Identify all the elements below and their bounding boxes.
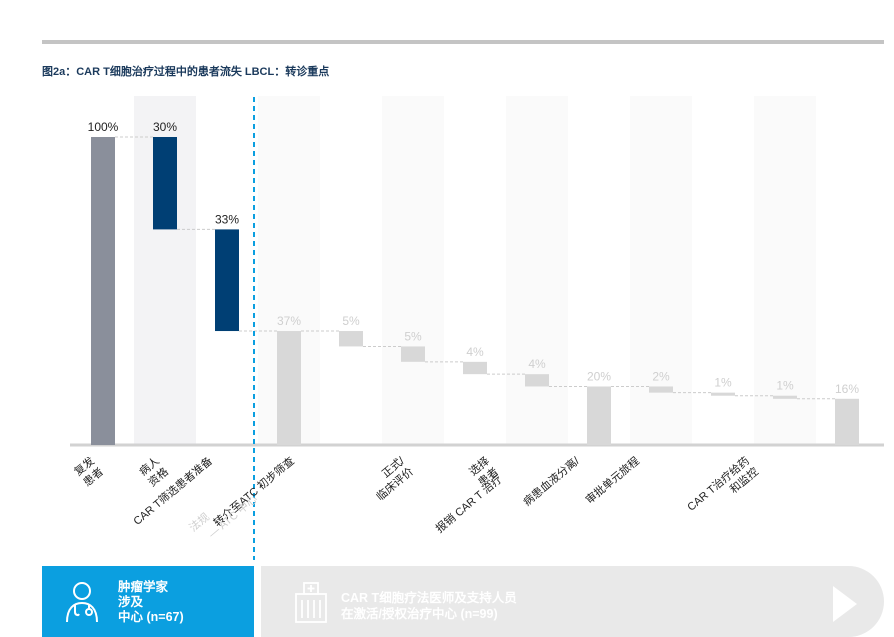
column-band: [754, 96, 816, 445]
oncologist-line-1: 肿瘤学家: [118, 580, 169, 594]
data-label: 1%: [714, 376, 732, 390]
category-label: 病患血液分离/: [520, 453, 583, 509]
oncologist-line-3: 中心 (n=67): [118, 610, 184, 624]
data-label: 5%: [342, 314, 360, 328]
data-label: 5%: [404, 329, 422, 343]
data-label: 4%: [528, 357, 546, 371]
data-label: 100%: [88, 120, 119, 134]
data-label: 30%: [153, 120, 177, 134]
category-label-line: 病患血液分离/: [520, 453, 583, 509]
doctor-icon: [64, 580, 100, 629]
oncologist-panel: 肿瘤学家 涉及 中心 (n=67): [42, 566, 254, 637]
data-label: 37%: [277, 314, 301, 328]
data-label: 1%: [776, 379, 794, 393]
data-label: 2%: [652, 369, 670, 383]
faded-category-label: — ATC 中心: [206, 492, 260, 540]
category-label: CAR T治疗给药和监控: [684, 454, 761, 525]
data-label: 33%: [215, 212, 239, 226]
category-label: 正式/临床评价: [365, 454, 417, 504]
column-band: [506, 96, 568, 445]
waterfall-bar: [91, 137, 115, 445]
waterfall-bar: [835, 398, 859, 445]
data-label: 16%: [835, 382, 859, 396]
play-arrow-icon[interactable]: [833, 586, 857, 627]
waterfall-bar: [401, 346, 425, 362]
category-label-line: 报销 CAR T 治疗: [433, 472, 505, 536]
center-line-2: 在激活/授权治疗中心 (n=99): [341, 607, 498, 621]
waterfall-bar: [215, 229, 239, 332]
waterfall-bar: [153, 137, 177, 230]
waterfall-chart: 100% 30% 33% 37% 5% 5% 4% 4% 20% 2% 1% 1% 16% 复发患者 病人资…: [70, 96, 884, 560]
data-label: 4%: [466, 345, 484, 359]
waterfall-bar: [587, 386, 611, 445]
category-label: 病人资格: [136, 454, 171, 490]
treatment-center-panel: CAR T细胞疗法医师及支持人员 在激活/授权治疗中心 (n=99): [261, 566, 884, 637]
waterfall-bar: [773, 395, 797, 399]
chart-title: 图2a：CAR T细胞治疗过程中的患者流失 LBCL：转诊重点: [42, 66, 330, 78]
category-label-line: 审批单元旅程: [582, 454, 642, 507]
hospital-icon: [293, 580, 329, 629]
column-band: [382, 96, 444, 445]
column-band: [630, 96, 692, 445]
data-label: 20%: [587, 369, 611, 383]
oncologist-line-2: 涉及: [118, 595, 144, 609]
category-label: 报销 CAR T 治疗: [433, 472, 505, 536]
waterfall-bar: [525, 374, 549, 387]
waterfall-bar: [711, 392, 735, 396]
category-label: 审批单元旅程: [582, 454, 642, 507]
category-label: 复发患者: [71, 454, 106, 490]
waterfall-bar: [339, 331, 363, 347]
waterfall-bar: [277, 331, 301, 445]
waterfall-bar: [463, 361, 487, 375]
center-line-1: CAR T细胞疗法医师及支持人员: [341, 591, 517, 605]
waterfall-bar: [649, 386, 673, 393]
top-rule: [42, 40, 884, 44]
